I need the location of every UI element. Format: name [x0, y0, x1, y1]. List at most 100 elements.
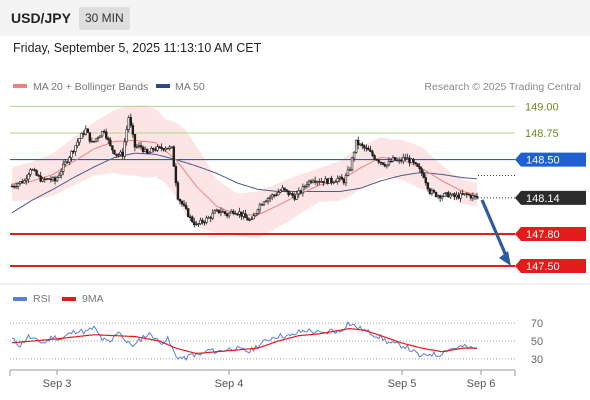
- level-148-50-label: 148.50: [526, 155, 560, 167]
- candle-body: [219, 211, 223, 214]
- candle: [334, 179, 337, 183]
- candle: [377, 159, 380, 165]
- candle: [166, 147, 169, 150]
- candle: [471, 192, 475, 202]
- candle: [385, 164, 389, 169]
- candle-body: [289, 193, 292, 196]
- candle-body: [107, 137, 110, 141]
- chart-datetime: Friday, September 5, 2025 11:13:10 AM CE…: [13, 41, 262, 55]
- candle-body: [211, 212, 214, 219]
- candle: [367, 145, 370, 151]
- candle-body: [451, 193, 454, 196]
- candle-body: [340, 176, 344, 180]
- candle-body: [359, 143, 362, 146]
- candle: [414, 161, 417, 165]
- candle-body: [115, 153, 118, 156]
- x-axis-label: Sep 5: [388, 378, 417, 390]
- level-147-80-label: 147.80: [526, 229, 560, 241]
- level-147-80-tag: [515, 227, 586, 242]
- candle: [193, 217, 196, 228]
- candle: [191, 215, 194, 224]
- candle: [107, 136, 110, 144]
- candle: [285, 189, 288, 193]
- candle-body: [12, 185, 16, 188]
- candle-body: [457, 194, 460, 199]
- candle: [94, 138, 98, 143]
- header-bar: USD/JPY 30 MIN: [0, 0, 590, 36]
- candle-body: [449, 194, 452, 198]
- candle: [373, 153, 376, 161]
- price-level-tags: 149.00 148.75 148.50 148.14 147.80 147.50: [515, 101, 586, 273]
- candle: [438, 194, 442, 203]
- candle: [33, 167, 36, 172]
- candle-body: [268, 196, 272, 199]
- candle: [98, 135, 102, 138]
- candle-body: [301, 186, 305, 194]
- candle: [117, 152, 120, 158]
- candle-body: [410, 158, 413, 163]
- x-axis-labels: Sep 3 Sep 4 Sep 5 Sep 6: [43, 370, 496, 390]
- candle-body: [363, 145, 366, 149]
- candle-body: [164, 147, 167, 151]
- candle-body: [311, 180, 315, 183]
- candle-body: [16, 183, 20, 187]
- candle-body: [404, 157, 407, 159]
- candle-body: [148, 152, 151, 154]
- candle: [432, 188, 436, 194]
- candle: [100, 130, 104, 138]
- candle: [111, 145, 114, 154]
- candle-body: [111, 145, 114, 151]
- candle-body: [33, 169, 36, 171]
- candle: [84, 125, 87, 136]
- candle-body: [47, 178, 51, 180]
- candle: [203, 220, 206, 226]
- candle-body: [277, 192, 280, 196]
- candle-body: [291, 193, 294, 197]
- candle-body: [133, 133, 137, 148]
- candle-body: [57, 174, 61, 178]
- candle: [180, 200, 184, 207]
- candle: [264, 199, 268, 203]
- candle-body: [246, 217, 249, 221]
- candle-body: [135, 146, 139, 148]
- candle-body: [443, 193, 446, 197]
- candle-body: [213, 210, 216, 214]
- candle: [301, 183, 305, 197]
- candle-body: [346, 169, 350, 176]
- candle-body: [393, 157, 397, 161]
- candle-body: [438, 195, 442, 199]
- ma50-line: [11, 152, 478, 214]
- candle-body: [207, 217, 210, 219]
- candle-body: [152, 147, 155, 150]
- candle-body: [221, 211, 225, 213]
- candle: [178, 198, 182, 205]
- candle-body: [209, 217, 212, 219]
- interval-badge[interactable]: 30 MIN: [79, 7, 130, 30]
- candle-body: [176, 182, 180, 200]
- candle-body: [29, 169, 32, 175]
- candle-body: [66, 161, 69, 163]
- candle: [96, 136, 100, 143]
- candle: [428, 187, 432, 196]
- candle: [41, 176, 44, 183]
- candle-body: [318, 181, 321, 183]
- candle-body: [365, 147, 368, 150]
- candle-body: [137, 145, 141, 147]
- candle-body: [453, 193, 456, 198]
- candle-body: [227, 212, 231, 217]
- candle: [246, 215, 249, 221]
- symbol-title: USD/JPY: [11, 10, 71, 26]
- ma50-legend-swatch: [156, 84, 170, 88]
- candle-body: [455, 194, 458, 198]
- candle-body: [156, 146, 159, 151]
- candle-body: [385, 164, 389, 167]
- candle-body: [80, 133, 83, 139]
- candle-body: [279, 190, 282, 193]
- candle-body: [238, 211, 241, 215]
- candle: [205, 215, 208, 225]
- candle-body: [465, 193, 468, 195]
- candle-body: [287, 190, 290, 196]
- candle: [356, 136, 360, 150]
- candle-body: [180, 200, 184, 205]
- x-axis-label: Sep 6: [467, 378, 496, 390]
